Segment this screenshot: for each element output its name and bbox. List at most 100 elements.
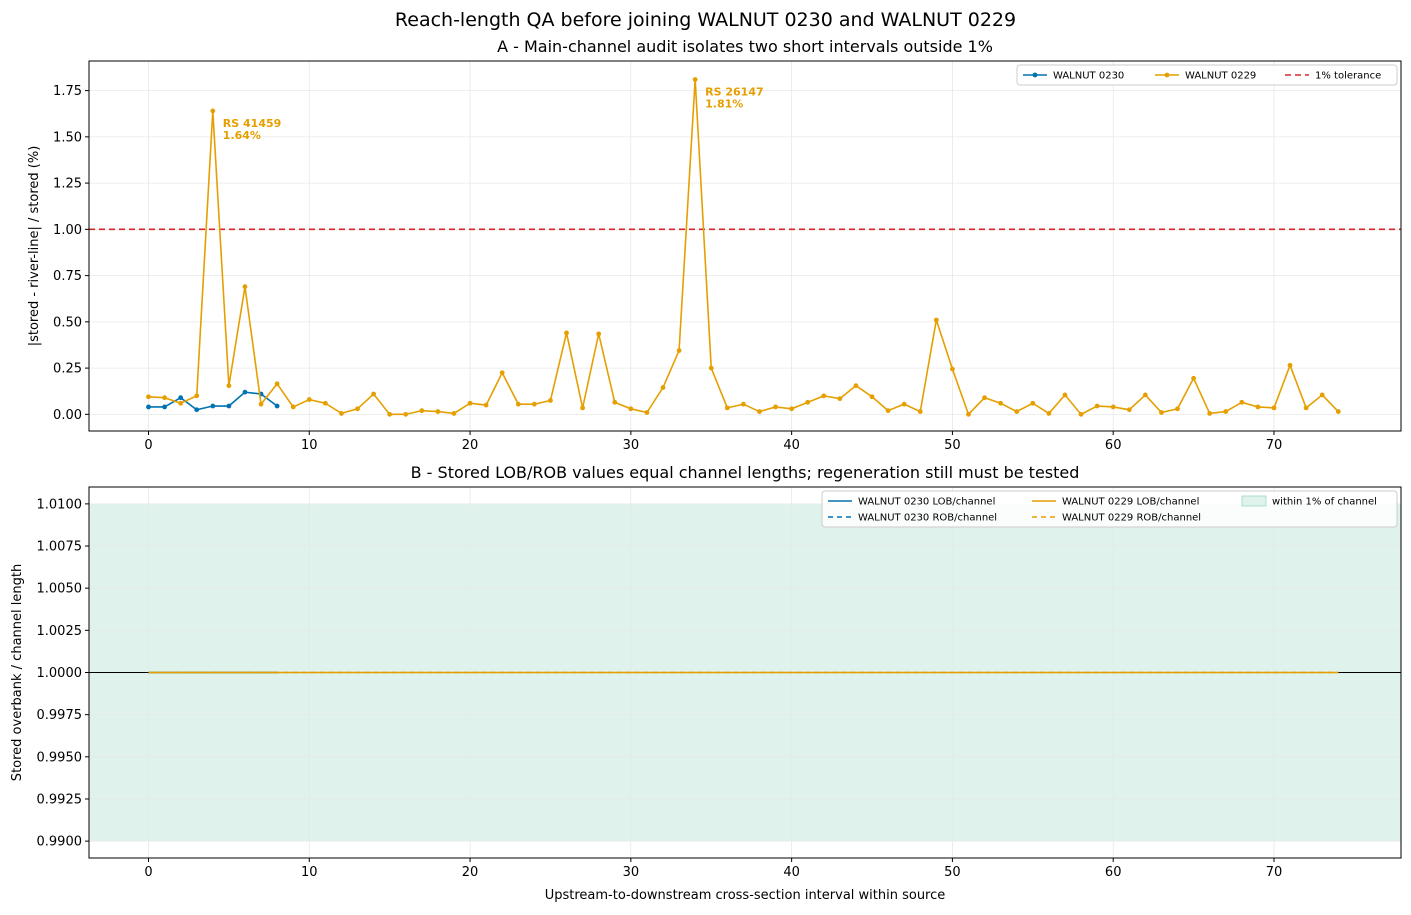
- panel-b-x-tick-label: 60: [1105, 865, 1122, 880]
- panel-a-data-point: [1255, 404, 1261, 410]
- panel-b-legend-label-0: WALNUT 0230 LOB/channel: [858, 497, 995, 508]
- panel-b-x-tick-label: 10: [301, 865, 318, 880]
- panel-a-data-point: [1271, 405, 1277, 411]
- panel-a-data-point: [837, 396, 843, 402]
- panel-a-data-point: [1078, 411, 1084, 417]
- panel-a-data-point: [773, 404, 778, 410]
- panel-a-annotation-value: 1.81%: [705, 98, 743, 111]
- panel-a-data-point: [467, 400, 473, 406]
- panel-a-legend-label-2: 1% tolerance: [1315, 71, 1381, 82]
- panel-b-y-tick-label: 1.0050: [37, 582, 83, 597]
- panel-a-title: A - Main-channel audit isolates two shor…: [497, 37, 993, 56]
- panel-a-data-point: [805, 399, 811, 405]
- panel-a-data-point: [499, 370, 505, 376]
- panel-a-data-point: [1014, 409, 1020, 414]
- panel-b-legend-band-swatch: [1241, 495, 1267, 507]
- panel-a-data-point: [403, 411, 409, 417]
- panel-a-data-point: [1046, 411, 1052, 416]
- panel-a-data-point: [982, 395, 987, 401]
- panel-a-data-point: [290, 404, 296, 410]
- panel-a-data-point: [821, 393, 827, 399]
- panel-a-data-point: [226, 403, 232, 409]
- panel-a-x-tick-label: 70: [1266, 438, 1283, 453]
- panel-b-y-tick-label: 1.0025: [37, 624, 83, 639]
- panel-a-data-point: [162, 404, 167, 410]
- panel-a-annotation-label: RS 26147: [705, 86, 764, 99]
- panel-a-x-tick-label: 30: [623, 438, 640, 453]
- panel-a-plot-frame: [88, 60, 1402, 432]
- panel-a-data-point: [1239, 399, 1245, 405]
- panel-b-legend-label-1: WALNUT 0230 ROB/channel: [858, 513, 997, 524]
- panel-a-data-point: [339, 411, 344, 416]
- panel-a-data-point: [355, 406, 360, 412]
- panel-a-annotation-label: RS 41459: [223, 117, 282, 130]
- panel-b-y-tick-label: 0.9975: [37, 708, 83, 723]
- panel-a-data-point: [740, 401, 746, 407]
- panel-b-legend: WALNUT 0230 LOB/channel WALNUT 0230 ROB/c…: [821, 490, 1398, 528]
- panel-a-data-point: [933, 317, 939, 323]
- panel-a-data-point: [483, 402, 489, 408]
- panel-a-y-tick-label: 0.00: [53, 408, 82, 423]
- panel-a-data-point: [194, 393, 200, 399]
- panel-a-data-point: [226, 383, 232, 389]
- panel-a-y-tick-label: 1.00: [53, 223, 82, 238]
- panel-a-data-point: [564, 330, 569, 336]
- panel-a-data-point: [1287, 362, 1293, 368]
- panel-a-data-point: [548, 398, 553, 403]
- panel-a-data-point: [724, 405, 730, 411]
- panel-a-data-point: [757, 409, 762, 414]
- panel-a-data-point: [612, 399, 618, 405]
- panel-a-data-point: [1191, 375, 1196, 381]
- panel-b-y-axis-label: Stored overbank / channel length: [10, 564, 25, 781]
- panel-a-data-point: [901, 401, 907, 407]
- panel-b-x-tick-label: 0: [144, 865, 152, 880]
- panel-a-legend: WALNUT 0230 WALNUT 0229 1% tolerance: [1016, 64, 1398, 86]
- panel-a-data-point: [1110, 404, 1116, 410]
- panel-b-x-axis-label: Upstream-to-downstream cross-section int…: [545, 888, 946, 903]
- panel-a-data-point: [210, 108, 216, 114]
- panel-a-data-point: [515, 401, 521, 407]
- panel-b-legend-label-2: WALNUT 0229 LOB/channel: [1062, 497, 1199, 508]
- panel-a-data-point: [178, 400, 184, 406]
- panel-b-x-tick-label: 20: [462, 865, 479, 880]
- panel-a-data-point: [692, 77, 698, 82]
- panel-a-y-tick-label: 1.75: [53, 84, 82, 99]
- panel-a-data-point: [258, 401, 264, 407]
- panel-a-legend-label-0: WALNUT 0230: [1053, 71, 1124, 82]
- panel-a-data-point: [660, 385, 666, 390]
- panel-a-data-point: [322, 400, 328, 406]
- panel-a-data-point: [998, 400, 1004, 406]
- panel-a-data-point: [966, 411, 971, 417]
- panel-b-x-tick-label: 50: [944, 865, 961, 880]
- panel-a-data-point: [1319, 392, 1325, 398]
- panel-a-series-line-1: [148, 79, 1339, 416]
- panel-a-x-tick-label: 50: [944, 438, 961, 453]
- panel-b-legend-band-label: within 1% of channel: [1272, 497, 1377, 508]
- panel-b-x-tick-label: 70: [1266, 865, 1283, 880]
- panel-a-y-tick-label: 1.25: [53, 177, 82, 192]
- panel-a-y-tick-label: 0.25: [53, 362, 82, 377]
- panel-b-legend-label-3: WALNUT 0229 ROB/channel: [1062, 513, 1201, 524]
- panel-a-data-point: [162, 395, 167, 401]
- panel-a-data-point: [146, 404, 151, 410]
- panel-a-data-point: [676, 348, 682, 353]
- panel-b-y-tick-label: 0.9900: [37, 835, 83, 850]
- panel-b-y-tick-label: 0.9925: [37, 792, 83, 807]
- panel-a-x-tick-label: 10: [301, 438, 318, 453]
- panel-a-data-point: [1303, 405, 1309, 411]
- panel-a-data-point: [194, 407, 200, 413]
- panel-a-x-tick-label: 20: [462, 438, 479, 453]
- figure-suptitle: Reach-length QA before joining WALNUT 02…: [395, 9, 1016, 31]
- panel-a-data-point: [885, 408, 891, 414]
- panel-a-data-point: [242, 389, 248, 395]
- panel-b-x-tick-label: 40: [783, 865, 800, 880]
- panel-a-data-point: [1062, 392, 1068, 398]
- panel-a-data-point: [306, 397, 312, 402]
- panel-a-data-point: [210, 403, 216, 409]
- panel-b-y-tick-label: 0.9950: [37, 750, 83, 765]
- panel-a-data-point: [146, 394, 151, 400]
- panel-a-legend-marker-1: [1164, 72, 1170, 78]
- panel-a-data-point: [596, 331, 602, 337]
